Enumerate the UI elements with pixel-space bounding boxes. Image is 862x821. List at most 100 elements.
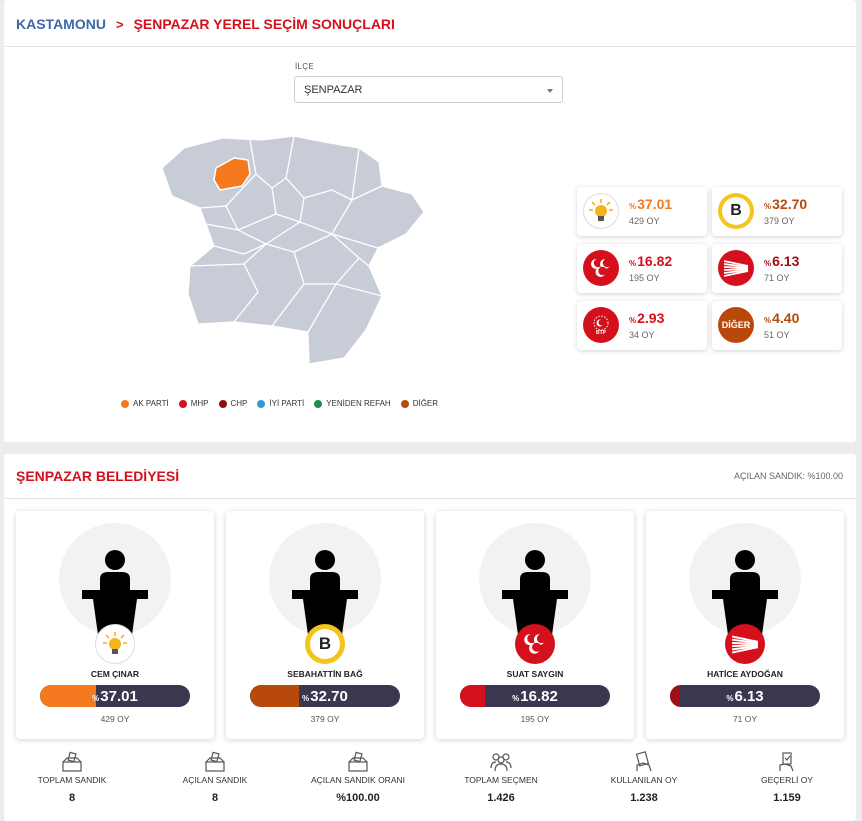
stat-total-voters: TOPLAM SEÇMEN 1.426 xyxy=(433,751,569,804)
party-percent: %37.01 xyxy=(629,196,673,212)
candidate-votes: 429 OY xyxy=(100,714,130,724)
stat-opened-ratio: AÇILAN SANDIK ORANI %100.00 xyxy=(290,751,426,804)
party-result-card[interactable]: %16.82 195 OY xyxy=(577,244,707,293)
candidate-card[interactable]: CEM ÇINAR %37.01 429 OY xyxy=(16,511,214,739)
legend-item: YENİDEN REFAH xyxy=(314,399,391,408)
stat-value: 1.426 xyxy=(487,792,515,804)
candidate-name: CEM ÇINAR xyxy=(90,669,140,679)
candidate-vote-bar-fill xyxy=(40,685,96,707)
crescents-icon xyxy=(583,250,619,286)
vote-hand-icon xyxy=(576,751,712,773)
candidate-votes: 195 OY xyxy=(520,714,550,724)
stat-label: AÇILAN SANDIK ORANI xyxy=(311,775,405,785)
party-votes: 379 OY xyxy=(764,216,795,226)
stat-label: KULLANILAN OY xyxy=(610,775,678,785)
legend-item: AK PARTİ xyxy=(121,399,169,408)
candidate-card[interactable]: HATİCE AYDOĞAN %6.13 71 OY xyxy=(646,511,844,739)
stat-opened-ballot-boxes: AÇILAN SANDIK 8 xyxy=(147,751,283,804)
legend-swatch xyxy=(218,399,227,408)
candidate-podium-icon xyxy=(502,550,568,635)
stat-value: 8 xyxy=(68,792,76,804)
btp-icon: BTP xyxy=(583,307,619,343)
candidate-podium-icon xyxy=(712,550,778,635)
six-arrows-icon xyxy=(725,624,765,664)
district-select-label: İLÇE xyxy=(295,62,314,71)
candidate-card[interactable]: SUAT SAYGIN %16.82 195 OY xyxy=(436,511,634,739)
chevron-right-icon: > xyxy=(115,16,124,32)
divider xyxy=(4,498,856,499)
stat-label: TOPLAM SANDIK xyxy=(37,775,107,785)
party-result-card[interactable]: BTP %2.93 34 OY xyxy=(577,301,707,350)
breadcrumb: KASTAMONU > ŞENPAZAR YEREL SEÇİM SONUÇLA… xyxy=(16,16,395,32)
breadcrumb-city-link[interactable]: KASTAMONU xyxy=(16,16,106,32)
stat-label: AÇILAN SANDIK xyxy=(182,775,248,785)
party-votes: 71 OY xyxy=(764,273,790,283)
crescents-icon xyxy=(515,624,555,664)
party-percent: %6.13 xyxy=(764,253,800,269)
legend-label: AK PARTİ xyxy=(133,399,169,408)
stat-valid-votes: GEÇERLİ OY 1.159 xyxy=(719,751,855,804)
district-select[interactable]: ŞENPAZAR xyxy=(294,76,563,103)
legend-item: DİĞER xyxy=(400,399,439,408)
party-votes: 195 OY xyxy=(629,273,660,283)
ballot-box-icon xyxy=(147,751,283,773)
stat-total-ballot-boxes: TOPLAM SANDIK 8 xyxy=(4,751,140,804)
divider xyxy=(4,46,856,47)
party-result-card[interactable]: DİĞER %4.40 51 OY xyxy=(712,301,842,350)
candidate-podium-icon xyxy=(292,550,358,635)
lightbulb-icon xyxy=(95,624,135,664)
party-votes: 51 OY xyxy=(764,330,790,340)
candidate-vote-bar: %37.01 xyxy=(40,685,190,707)
legend-swatch xyxy=(178,399,187,408)
six-arrows-icon xyxy=(718,250,754,286)
lightbulb-icon xyxy=(583,193,619,229)
stat-used-votes: KULLANILAN OY 1.238 xyxy=(576,751,712,804)
map-region-outline xyxy=(161,135,425,365)
candidate-votes: 71 OY xyxy=(732,714,758,724)
candidate-vote-bar: %16.82 xyxy=(460,685,610,707)
legend-swatch xyxy=(257,399,266,408)
legend-label: DİĞER xyxy=(412,399,439,408)
stat-label: GEÇERLİ OY xyxy=(761,775,813,785)
stat-value: %100.00 xyxy=(336,792,380,804)
party-votes: 429 OY xyxy=(629,216,660,226)
legend-label: CHP xyxy=(230,399,248,408)
stat-value: 1.159 xyxy=(773,792,801,804)
municipality-title: ŞENPAZAR BELEDİYESİ xyxy=(16,468,180,484)
map-legend: AK PARTİ MHP CHP İYİ PARTİ YENİDEN REFAH… xyxy=(121,399,438,408)
legend-label: YENİDEN REFAH xyxy=(326,399,391,408)
district-map xyxy=(161,135,425,365)
stat-value: 1.238 xyxy=(630,792,658,804)
candidate-percent: %16.82 xyxy=(512,688,558,705)
legend-item: MHP xyxy=(178,399,209,408)
map-district-senpazar[interactable] xyxy=(213,157,251,191)
candidate-card[interactable]: B SEBAHATTİN BAĞ %32.70 379 OY xyxy=(226,511,424,739)
ballot-box-icon xyxy=(4,751,140,773)
voters-icon xyxy=(433,751,569,773)
candidate-percent: %37.01 xyxy=(92,688,138,705)
party-percent: %16.82 xyxy=(629,253,673,269)
chevron-down-icon xyxy=(547,89,553,93)
party-result-card[interactable]: %37.01 429 OY xyxy=(577,187,707,236)
candidate-vote-bar-fill xyxy=(670,685,680,707)
party-percent: %32.70 xyxy=(764,196,808,212)
valid-vote-icon xyxy=(719,751,855,773)
party-result-card[interactable]: %6.13 71 OY xyxy=(712,244,842,293)
stat-label: TOPLAM SEÇMEN xyxy=(464,775,538,785)
party-percent: %4.40 xyxy=(764,310,800,326)
municipality-panel: ŞENPAZAR BELEDİYESİ AÇILAN SANDIK: %100.… xyxy=(4,454,856,821)
opened-ballot-ratio: AÇILAN SANDIK: %100.00 xyxy=(733,471,843,481)
stat-value: 8 xyxy=(211,792,219,804)
party-result-card[interactable]: B %32.70 379 OY xyxy=(712,187,842,236)
candidate-name: HATİCE AYDOĞAN xyxy=(707,669,783,679)
legend-swatch xyxy=(121,399,129,408)
diger-icon: DİĞER xyxy=(718,307,754,343)
ballot-box-icon xyxy=(290,751,426,773)
candidate-percent: %6.13 xyxy=(726,688,764,705)
legend-swatch xyxy=(400,399,409,408)
page-title: ŞENPAZAR YEREL SEÇİM SONUÇLARI xyxy=(133,16,395,32)
party-votes: 34 OY xyxy=(629,330,655,340)
district-select-value: ŞENPAZAR xyxy=(304,84,363,96)
results-map-panel: KASTAMONU > ŞENPAZAR YEREL SEÇİM SONUÇLA… xyxy=(4,0,856,442)
candidate-name: SEBAHATTİN BAĞ xyxy=(287,669,363,679)
